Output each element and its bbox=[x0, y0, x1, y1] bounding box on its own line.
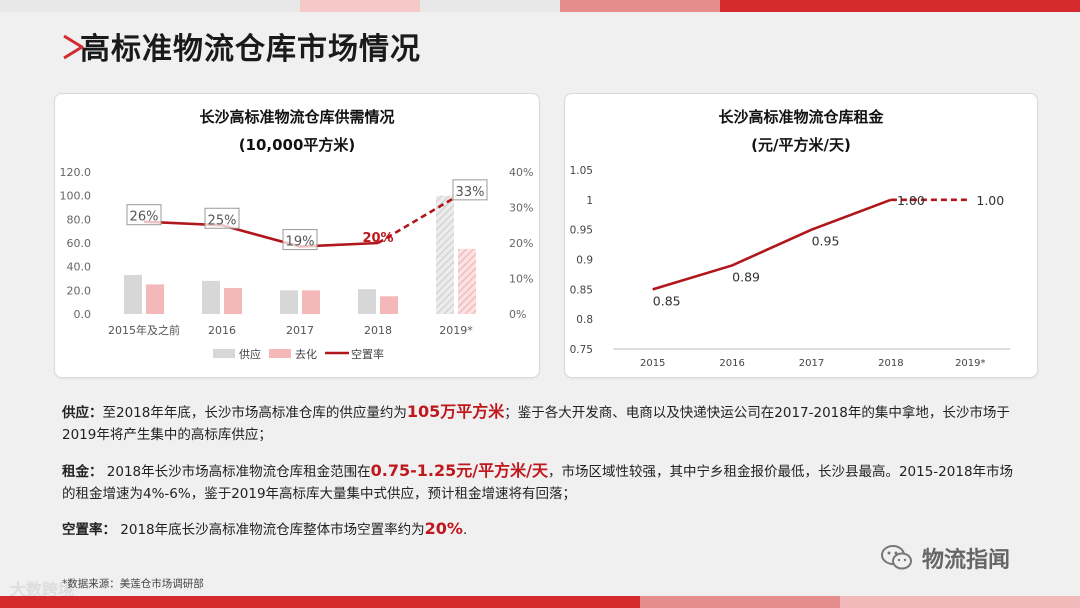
rent-label: 租金： bbox=[62, 464, 103, 480]
vacancy-text-2: . bbox=[462, 522, 468, 538]
watermark-logo-right: 物流指闻 bbox=[880, 542, 1010, 574]
bottom-decor-bar bbox=[0, 596, 1080, 608]
data-source-note: *数据来源：美莲仓市场调研部 bbox=[62, 578, 204, 590]
y-axis-tick-label: 20.0 bbox=[67, 284, 92, 297]
x-axis-category-label: 2017 bbox=[799, 358, 824, 369]
supply-bar bbox=[358, 289, 376, 314]
legend-swatch bbox=[269, 349, 291, 358]
y-axis-tick-label: 1.05 bbox=[570, 165, 593, 177]
vacancy-label-box bbox=[204, 207, 240, 229]
supply-bar bbox=[124, 274, 142, 314]
vacancy-label-box bbox=[452, 179, 488, 201]
supply-bar bbox=[202, 280, 220, 314]
watermark-right-text: 物流指闻 bbox=[922, 548, 1011, 573]
play-triangle-icon bbox=[63, 34, 84, 60]
supply-highlight: 105万平方米 bbox=[406, 402, 505, 421]
rent-description: 租金： 2018年长沙市场高标准物流仓库租金范围在0.75-1.25元/平方米/… bbox=[62, 460, 1022, 505]
rent-data-label: 0.95 bbox=[812, 234, 840, 249]
supply-chart-title: 长沙高标准物流仓库供需情况 bbox=[199, 108, 395, 126]
absorption-bar bbox=[302, 290, 320, 314]
legend-label: 空置率 bbox=[351, 347, 384, 361]
rent-chart: 0.75 0.8 0.85 0.9 0.95 1 1.05 2015 2016 2017 2018 2… bbox=[570, 165, 1010, 369]
supply-label: 供应： bbox=[62, 405, 103, 421]
supply-bar bbox=[436, 195, 454, 314]
vacancy-label-box bbox=[126, 204, 162, 226]
x-axis-category-label: 2018 bbox=[878, 358, 903, 369]
legend-label: 供应 bbox=[239, 347, 261, 361]
vacancy-highlight: 20% bbox=[424, 519, 463, 538]
x-axis-category-label: 2015年及之前 bbox=[108, 323, 180, 337]
vacancy-data-label: 26% bbox=[130, 210, 159, 225]
x-axis-category-label: 2019* bbox=[439, 324, 473, 337]
absorption-bar bbox=[380, 296, 398, 314]
y-axis-tick-label: 0.85 bbox=[570, 284, 593, 296]
absorption-bar bbox=[146, 284, 164, 314]
vacancy-label-box bbox=[282, 229, 318, 251]
vacancy-description: 空置率： 2018年底长沙高标准物流仓库整体市场空置率约为20%. bbox=[62, 518, 1022, 541]
y-axis-tick-label: 120.0 bbox=[60, 166, 92, 179]
y-axis-tick-label: 0.8 bbox=[576, 314, 593, 326]
x-axis-category-label: 2015 bbox=[640, 358, 665, 369]
x-axis-category-label: 2018 bbox=[364, 324, 392, 337]
vacancy-label: 空置率： bbox=[62, 522, 116, 538]
watermark-logo-left: 大数跨境 bbox=[10, 580, 75, 599]
legend-swatch bbox=[213, 349, 235, 358]
absorption-bar bbox=[458, 248, 476, 314]
vacancy-data-label: 25% bbox=[208, 213, 237, 228]
y-axis-tick-label: 0.95 bbox=[570, 225, 593, 237]
page-title: 高标准物流仓库市场情况 bbox=[80, 32, 421, 67]
rent-chart-panel: 长沙高标准物流仓库租金 (元/平方米/天) 0.75 0.8 0.85 0.9 0.95… bbox=[564, 93, 1038, 378]
x-axis-category-label: 2016 bbox=[719, 358, 744, 369]
y-axis-tick-label: 1 bbox=[586, 195, 593, 207]
legend-label: 去化 bbox=[295, 347, 317, 361]
vacancy-data-label: 19% bbox=[286, 235, 315, 250]
title-area: 高标准物流仓库市场情况 bbox=[63, 26, 421, 67]
supply-chart-subtitle: (10,000平方米) bbox=[238, 136, 356, 154]
x-axis-category-label: 2016 bbox=[208, 324, 236, 337]
supply-demand-chart: 0.0 20.0 40.0 60.0 80.0 100.0 120.0 0% 10% 20% 30%… bbox=[60, 166, 534, 361]
vacancy-text-1: 2018年底长沙高标准物流仓库整体市场空置率约为 bbox=[116, 522, 425, 538]
supply-bar bbox=[280, 290, 298, 314]
x-axis-category-label: 2019* bbox=[955, 358, 985, 369]
rent-line bbox=[652, 198, 892, 291]
rent-highlight: 0.75-1.25元/平方米/天 bbox=[370, 461, 548, 480]
y-axis-tick-label: 100.0 bbox=[60, 190, 92, 203]
y-axis-tick-label: 0.9 bbox=[576, 255, 593, 267]
y-axis-tick-label: 0.75 bbox=[570, 344, 593, 356]
rent-data-label: 0.85 bbox=[653, 293, 681, 308]
absorption-bar bbox=[224, 287, 242, 314]
y2-axis-tick-label: 10% bbox=[509, 273, 533, 286]
rent-text-2: ，市场区域性较强，其中宁乡租金报价最低，长沙县最高。2015-2018年市场的租… bbox=[62, 464, 1014, 502]
vacancy-data-label: 33% bbox=[456, 185, 485, 200]
supply-demand-chart-panel: 长沙高标准物流仓库供需情况 (10,000平方米) 0.0 20.0 40.0 60.… bbox=[54, 93, 540, 378]
y2-axis-tick-label: 40% bbox=[509, 166, 533, 179]
y2-axis-tick-label: 20% bbox=[509, 237, 533, 250]
rent-chart-subtitle: (元/平方米/天) bbox=[751, 136, 851, 154]
rent-text-1: 2018年长沙市场高标准物流仓库租金范围在 bbox=[102, 464, 371, 480]
y-axis-tick-label: 60.0 bbox=[67, 237, 92, 250]
x-axis-category-label: 2017 bbox=[286, 324, 314, 337]
y-axis-tick-label: 40.0 bbox=[67, 261, 92, 274]
y-axis-tick-label: 80.0 bbox=[67, 213, 92, 226]
rent-data-label: 1.00 bbox=[976, 193, 1004, 208]
supply-text-1: 至2018年年底，长沙市场高标准仓库的供应量约为 bbox=[102, 405, 407, 421]
rent-data-label: 0.89 bbox=[732, 269, 760, 284]
supply-text-2: ；鉴于各大开发商、电商以及快递快运公司在2017-2018年的集中拿地，长沙市场… bbox=[62, 405, 1010, 443]
y2-axis-tick-label: 30% bbox=[509, 202, 533, 215]
y-axis-tick-label: 0.0 bbox=[74, 308, 92, 321]
rent-chart-title: 长沙高标准物流仓库租金 bbox=[718, 108, 884, 126]
wechat-icon bbox=[881, 545, 912, 570]
top-decor-bar bbox=[0, 0, 1080, 12]
y2-axis-tick-label: 0% bbox=[509, 308, 526, 321]
rent-data-label: 1.00 bbox=[897, 193, 925, 208]
supply-description: 供应：至2018年年底，长沙市场高标准仓库的供应量约为105万平方米；鉴于各大开… bbox=[62, 401, 1022, 446]
vacancy-rate-projection-line bbox=[377, 195, 457, 245]
vacancy-data-label: 20% bbox=[362, 231, 393, 246]
vacancy-rate-line bbox=[143, 220, 379, 248]
